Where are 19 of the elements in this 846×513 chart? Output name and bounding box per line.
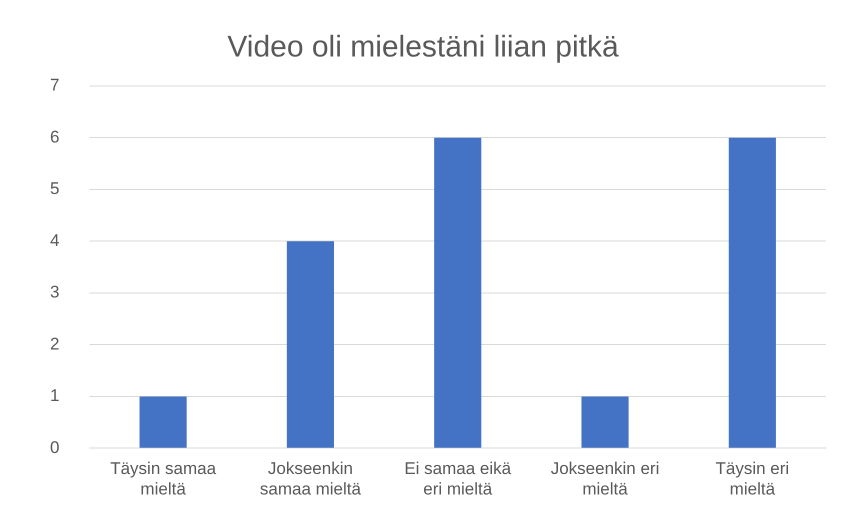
chart-title: Video oli mielestäni liian pitkä (227, 30, 619, 64)
y-tick-label: 3 (50, 282, 60, 302)
bar (728, 138, 776, 448)
y-tick-label: 1 (50, 386, 60, 406)
y-tick-label: 4 (50, 230, 60, 250)
bar (286, 241, 334, 448)
y-tick-label: 6 (50, 127, 60, 146)
x-tick-label: Jokseenkin eri mieltä (550, 459, 660, 498)
bar (140, 396, 187, 448)
y-tick-label: 2 (50, 334, 60, 354)
x-tick-label: Jokseenkin samaa mieltä (260, 459, 362, 498)
y-tick-label: 5 (50, 179, 60, 198)
y-tick-label: 0 (50, 438, 60, 457)
bar (434, 138, 482, 448)
bar (581, 396, 629, 448)
x-tick-label: Ei samaa eikä eri mieltä (404, 459, 512, 498)
x-tick-label: Täysin samaa mieltä (110, 459, 217, 498)
y-tick-label: 7 (50, 76, 60, 95)
x-tick-label: Täysin eri mieltä (716, 459, 790, 498)
